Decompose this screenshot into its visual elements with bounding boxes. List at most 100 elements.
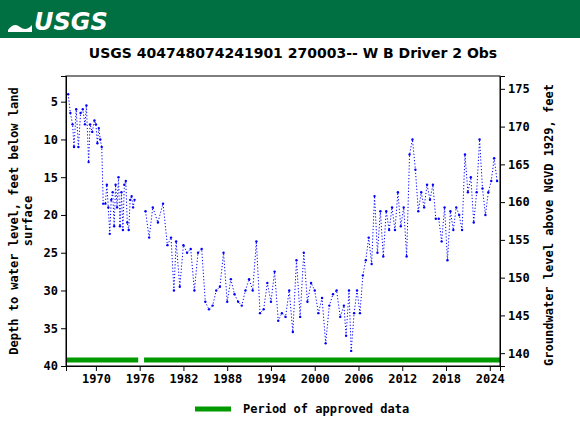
tick-mark (315, 366, 316, 371)
data-point (259, 312, 261, 314)
tick-mark (500, 278, 505, 279)
tick-label: 165 (508, 158, 530, 172)
y-axis-title-line: surface (21, 196, 35, 247)
tick: 1988 (213, 366, 242, 386)
data-point (157, 221, 159, 223)
x-axis: 1970197619821988199420002006201220182024 (67, 366, 505, 386)
data-point (107, 206, 109, 208)
data-point (170, 236, 172, 238)
data-point (348, 289, 350, 291)
data-point (324, 342, 326, 344)
data-point (335, 289, 337, 291)
data-point (230, 278, 232, 280)
data-point (84, 123, 86, 125)
data-point (426, 184, 428, 186)
tick: 10 (44, 133, 66, 147)
tick-label: 155 (508, 233, 530, 247)
tick-label: 10 (44, 133, 58, 147)
data-point (414, 168, 416, 170)
data-point (128, 229, 130, 231)
plot-area (67, 93, 500, 360)
tick-label: 2012 (388, 372, 417, 386)
tick: 150 (500, 271, 530, 285)
tick: 155 (500, 233, 530, 247)
data-point (93, 119, 95, 121)
tick: 175 (500, 82, 530, 96)
tick-label: 2024 (476, 372, 505, 386)
data-point (109, 233, 111, 235)
data-point (119, 225, 121, 227)
axis-line (501, 77, 506, 367)
data-point (373, 195, 375, 197)
data-point (382, 255, 384, 257)
tick: 2000 (301, 366, 330, 386)
data-point (481, 187, 483, 189)
data-point (493, 157, 495, 159)
data-point (432, 184, 434, 186)
tick-label: 35 (44, 322, 58, 336)
data-point (175, 240, 177, 242)
tick-mark (61, 290, 66, 291)
tick-label: 2006 (345, 372, 374, 386)
data-point (144, 210, 146, 212)
data-point (208, 308, 210, 310)
data-point (125, 180, 127, 182)
logo-icon (8, 25, 32, 32)
tick-label: 160 (508, 195, 530, 209)
data-point (148, 236, 150, 238)
data-point (219, 286, 221, 288)
data-point (99, 138, 101, 140)
tick-mark (183, 366, 184, 371)
data-point (75, 108, 77, 110)
data-point (362, 274, 364, 276)
tick: 165 (500, 158, 530, 172)
axis-line (61, 77, 67, 367)
approved-period (144, 358, 500, 363)
data-point (273, 270, 275, 272)
data-point (353, 312, 355, 314)
tick-mark (61, 366, 66, 367)
data-point (132, 206, 134, 208)
tick: 1970 (82, 366, 111, 386)
tick-mark (61, 215, 66, 216)
data-point (345, 335, 347, 337)
data-point (200, 248, 202, 250)
data-point (443, 206, 445, 208)
tick-label: 175 (508, 82, 530, 96)
data-point (423, 206, 425, 208)
tick: 160 (500, 195, 530, 209)
data-point (106, 184, 108, 186)
data-point (237, 301, 239, 303)
tick: 1982 (169, 366, 198, 386)
data-point (391, 206, 393, 208)
data-point (101, 146, 103, 148)
legend-label: Period of approved data (243, 402, 409, 416)
tick-mark (500, 164, 505, 165)
data-point (490, 180, 492, 182)
tick-mark (61, 253, 66, 254)
data-point (204, 301, 206, 303)
data-point (458, 214, 460, 216)
data-point (241, 304, 243, 306)
data-point (120, 191, 122, 193)
data-point (400, 225, 402, 227)
data-point (475, 191, 477, 193)
tick: 2024 (476, 366, 505, 386)
data-point (89, 123, 91, 125)
data-point (310, 282, 312, 284)
data-point (126, 221, 128, 223)
data-point (356, 289, 358, 291)
data-point (96, 142, 98, 144)
data-point (179, 286, 181, 288)
data-point (343, 304, 345, 306)
data-point (328, 304, 330, 306)
tick-mark (358, 366, 359, 371)
data-point (193, 289, 195, 291)
data-point (98, 127, 100, 129)
data-point (117, 176, 119, 178)
data-point (446, 259, 448, 261)
data-point (388, 229, 390, 231)
axis-line (67, 367, 501, 372)
tick-mark (402, 366, 403, 371)
data-point (455, 206, 457, 208)
